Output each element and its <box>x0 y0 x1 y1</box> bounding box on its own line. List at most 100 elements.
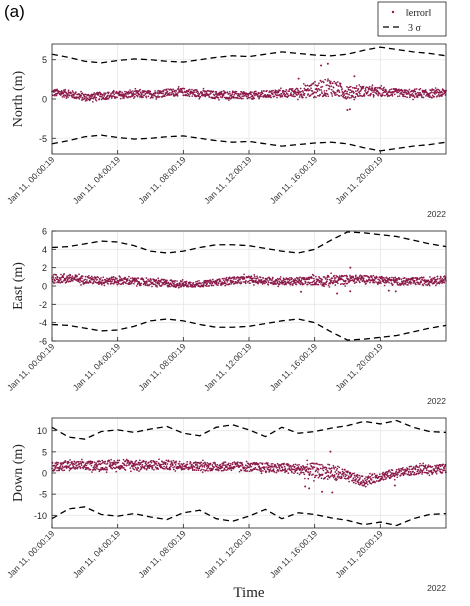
error-point <box>422 276 425 279</box>
error-point <box>318 89 321 91</box>
error-point <box>153 468 155 471</box>
error-point <box>267 462 269 464</box>
error-point <box>54 277 57 279</box>
error-point <box>208 94 210 96</box>
error-point <box>149 90 152 93</box>
error-point <box>80 94 83 97</box>
error-point <box>276 279 278 282</box>
error-point <box>348 480 350 483</box>
error-point <box>388 469 390 472</box>
error-point <box>65 97 68 99</box>
error-point <box>362 277 365 280</box>
error-point <box>332 464 335 467</box>
error-point <box>346 93 349 95</box>
error-point <box>265 281 268 284</box>
error-point <box>248 275 250 278</box>
error-point <box>430 466 432 469</box>
error-point <box>260 470 263 473</box>
error-point <box>70 91 72 94</box>
error-point <box>373 94 375 97</box>
error-point <box>377 283 379 286</box>
error-point <box>326 280 328 283</box>
error-point <box>145 460 147 463</box>
error-point <box>349 85 352 88</box>
error-point <box>443 275 446 277</box>
error-point <box>297 93 300 95</box>
error-point <box>226 466 228 468</box>
error-point <box>413 96 416 99</box>
error-point <box>435 465 437 468</box>
error-point <box>357 279 359 282</box>
error-point <box>219 95 222 98</box>
error-point <box>63 90 66 92</box>
error-point <box>349 89 352 91</box>
error-point <box>253 274 256 276</box>
error-point <box>149 463 151 466</box>
y-tick-label: 5 <box>42 55 47 65</box>
error-point <box>396 473 399 476</box>
error-point <box>144 92 147 95</box>
error-point <box>139 463 141 466</box>
error-point <box>313 279 316 282</box>
error-point <box>163 278 166 281</box>
error-point <box>269 278 272 280</box>
error-point <box>438 463 441 466</box>
error-point <box>94 94 96 96</box>
error-point <box>143 94 145 97</box>
error-point <box>95 276 97 279</box>
error-point <box>124 90 126 93</box>
error-point <box>422 96 425 99</box>
error-point <box>303 467 306 470</box>
error-point <box>416 96 419 99</box>
error-point <box>294 463 297 466</box>
error-point <box>333 80 336 83</box>
error-point <box>365 86 368 89</box>
error-point <box>232 467 235 470</box>
error-point <box>276 466 278 469</box>
error-point <box>330 85 333 88</box>
error-point <box>378 278 380 281</box>
error-point <box>110 282 113 285</box>
error-point <box>161 90 163 93</box>
error-point <box>356 93 359 96</box>
error-point <box>364 89 367 91</box>
error-point <box>93 95 96 98</box>
error-point <box>309 89 311 91</box>
error-point <box>248 279 251 282</box>
error-point <box>76 464 78 467</box>
error-point <box>274 280 276 283</box>
error-point <box>120 277 123 280</box>
error-point <box>242 281 245 283</box>
error-point <box>422 284 425 287</box>
error-point <box>273 95 276 98</box>
error-point <box>128 96 131 98</box>
error-point <box>126 278 129 280</box>
error-point <box>303 473 306 476</box>
error-point <box>185 282 188 285</box>
error-point <box>378 475 381 478</box>
error-point <box>136 280 139 283</box>
error-point <box>130 470 132 473</box>
error-point <box>59 465 62 468</box>
error-point <box>309 468 312 470</box>
error-point <box>150 279 152 281</box>
error-point <box>226 468 229 471</box>
error-point <box>231 463 234 466</box>
error-point <box>138 470 140 472</box>
error-point <box>293 92 296 95</box>
error-point <box>277 278 280 281</box>
error-point <box>162 92 164 95</box>
error-point <box>154 283 156 286</box>
error-point <box>81 96 84 99</box>
error-point <box>341 282 343 285</box>
error-outlier <box>297 77 300 80</box>
error-point <box>166 92 169 94</box>
error-point <box>335 84 338 87</box>
error-point <box>416 91 419 94</box>
x-tick-label: Jan 11, 08:00:19 <box>136 154 188 206</box>
error-point <box>268 464 270 467</box>
error-point <box>318 82 320 85</box>
error-point <box>179 283 182 285</box>
error-point <box>436 275 439 278</box>
error-point <box>439 281 442 283</box>
